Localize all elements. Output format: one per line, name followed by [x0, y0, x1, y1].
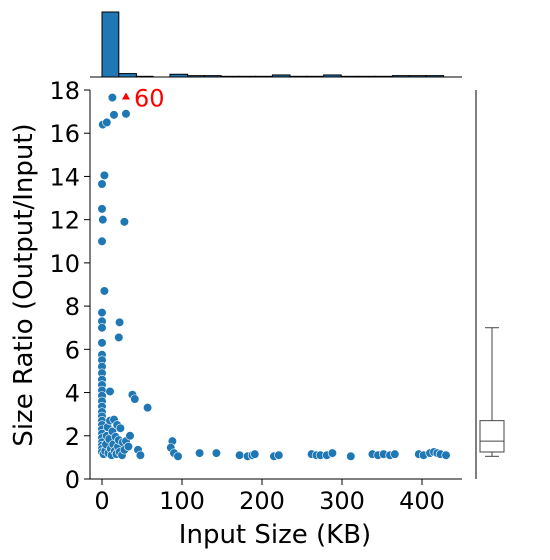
right-boxplot — [475, 90, 505, 479]
data-point — [125, 431, 135, 441]
data-point — [211, 448, 221, 458]
top-histogram — [90, 11, 462, 78]
data-point — [97, 338, 107, 348]
outlier-marker — [122, 92, 130, 100]
data-point — [97, 307, 107, 318]
histogram-bar — [118, 73, 137, 78]
data-point — [105, 386, 115, 397]
x-tick-label: 400 — [399, 487, 445, 515]
data-point — [114, 317, 125, 327]
x-tick-label: 200 — [239, 487, 285, 515]
y-tick-label: 0 — [65, 466, 80, 494]
y-tick-label: 4 — [65, 380, 80, 408]
x-axis-label: Input Size (KB) — [179, 520, 371, 550]
y-tick-label: 16 — [49, 120, 80, 148]
x-tick-label: 300 — [319, 487, 365, 515]
data-point — [346, 451, 356, 461]
data-point — [195, 448, 205, 458]
main-axes: 0 100 200 300 400 0 2 4 6 8 10 12 14 16 18 — [49, 77, 462, 515]
data-point — [99, 286, 109, 296]
iqr-box — [479, 420, 505, 453]
data-point — [119, 217, 129, 227]
data-point — [327, 448, 338, 458]
outlier-label: 60 — [134, 84, 165, 112]
data-point — [98, 215, 108, 225]
x-tick-label: 0 — [94, 487, 109, 515]
data-point — [123, 441, 133, 452]
data-point — [115, 423, 125, 433]
histogram-bar — [101, 11, 120, 78]
data-point — [250, 449, 260, 459]
data-point — [135, 450, 145, 460]
scatter-points — [97, 92, 451, 461]
data-point — [102, 117, 112, 128]
y-tick-label: 8 — [65, 293, 80, 321]
data-point — [114, 332, 124, 343]
data-point — [235, 450, 245, 460]
data-point — [441, 450, 451, 460]
data-point — [130, 394, 140, 404]
data-point — [97, 179, 107, 189]
data-point — [109, 110, 119, 120]
data-point — [97, 204, 107, 214]
data-point — [121, 109, 131, 119]
data-point — [97, 236, 107, 246]
data-point — [99, 170, 109, 180]
x-tick-label: 100 — [159, 487, 205, 515]
data-point — [143, 403, 153, 413]
data-point — [274, 450, 284, 460]
data-point — [173, 451, 183, 461]
y-tick-label: 12 — [49, 207, 80, 235]
data-point — [390, 449, 400, 459]
outlier-annotation: 60 — [122, 84, 165, 112]
y-tick-label: 14 — [49, 163, 80, 191]
y-tick-label: 2 — [65, 423, 80, 451]
y-tick-label: 6 — [65, 336, 80, 364]
y-tick-label: 10 — [49, 250, 80, 278]
data-point — [97, 323, 107, 333]
y-axis-label: Size Ratio (Output/Input) — [9, 123, 39, 446]
data-point — [107, 92, 117, 103]
y-tick-label: 18 — [49, 77, 80, 105]
